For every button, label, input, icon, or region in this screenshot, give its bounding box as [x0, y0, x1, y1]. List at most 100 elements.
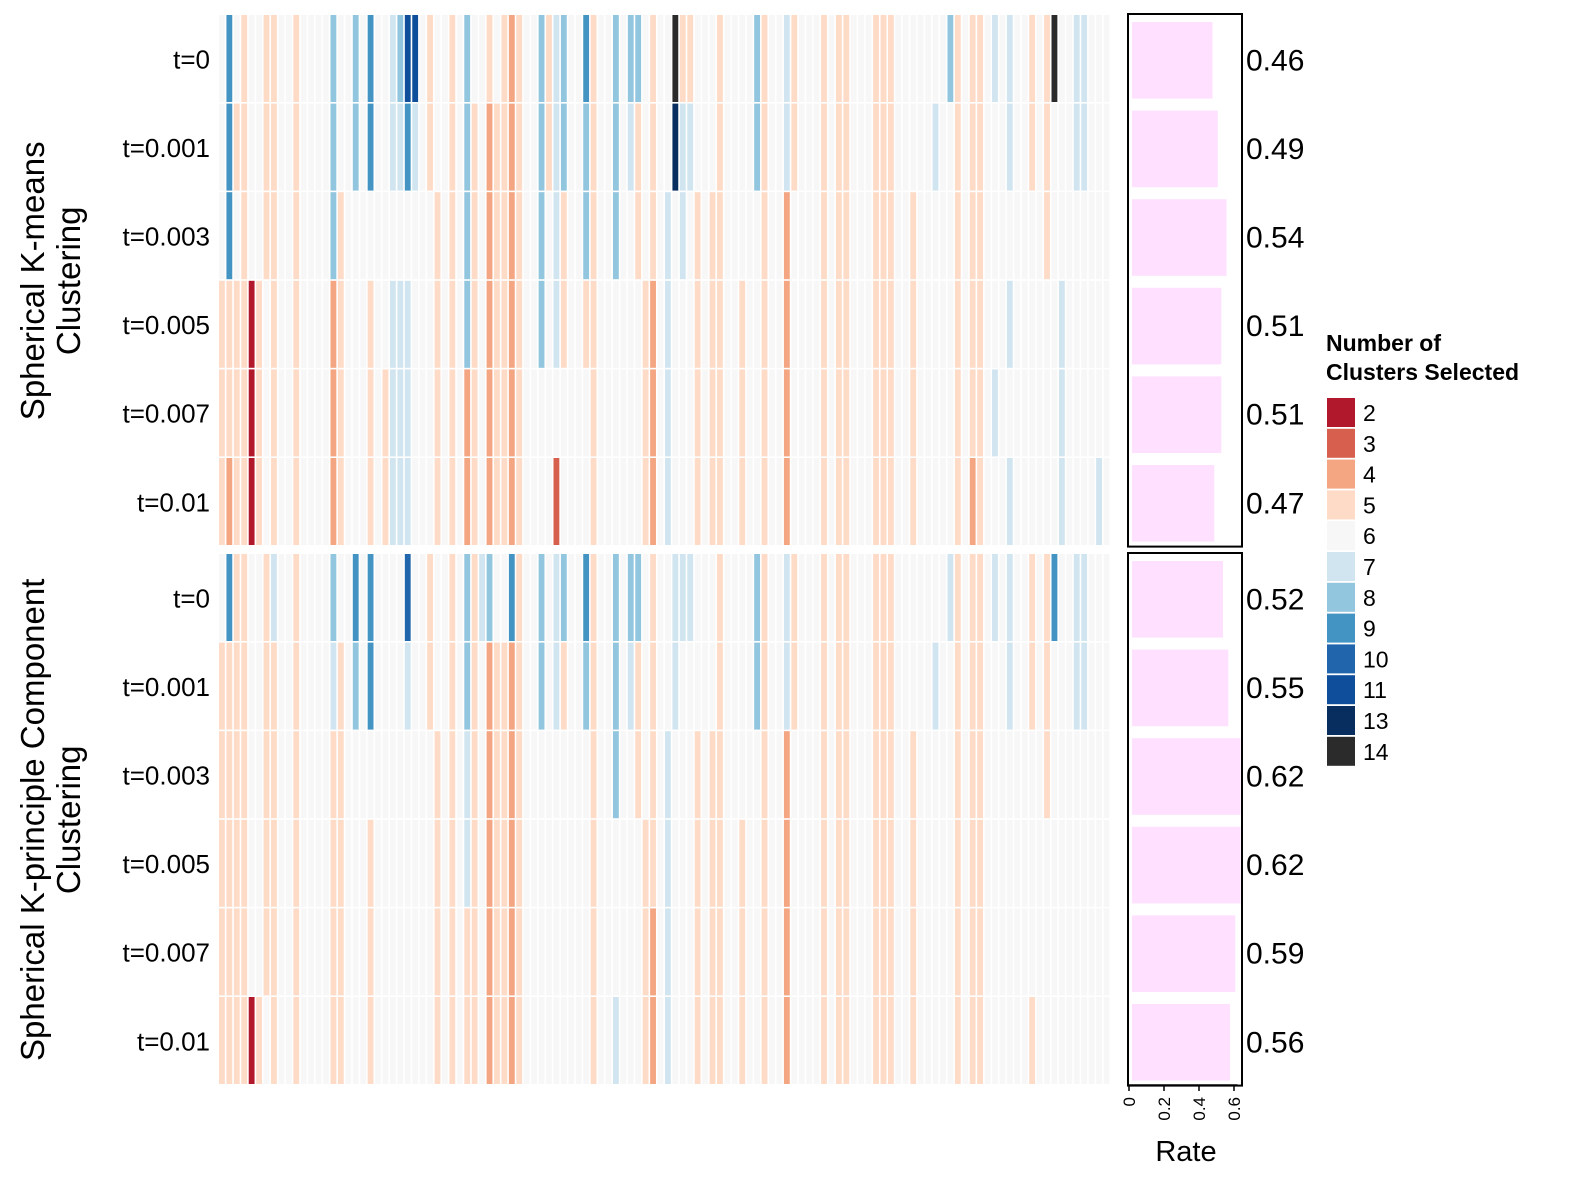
heatmap-cell	[352, 997, 359, 1084]
heatmap-cell	[508, 642, 515, 730]
heatmap-cell	[568, 554, 575, 641]
heatmap-cell	[962, 15, 969, 102]
heatmap-cell	[642, 554, 649, 641]
heatmap-cell	[806, 642, 813, 730]
heatmap-cell	[635, 642, 642, 730]
heatmap-cell	[1081, 642, 1088, 730]
heatmap-cell	[419, 369, 426, 457]
heatmap-cell	[679, 103, 686, 191]
heatmap-cell	[1088, 458, 1095, 545]
heatmap-cell	[1014, 997, 1021, 1084]
heatmap-cell	[330, 997, 337, 1084]
heatmap-cell	[226, 369, 233, 457]
heatmap-cell	[917, 554, 924, 641]
heatmap-cell	[226, 819, 233, 907]
heatmap-cell	[427, 997, 433, 1084]
heatmap-cell	[1021, 15, 1028, 102]
heatmap-cell	[1021, 458, 1028, 545]
heatmap-cell	[731, 997, 738, 1084]
heatmap-cell	[850, 369, 857, 457]
heatmap-cell	[940, 458, 946, 545]
heatmap-cell	[479, 280, 485, 368]
heatmap-cell	[494, 192, 500, 280]
heatmap-cell	[791, 997, 798, 1084]
heatmap-cell	[984, 642, 991, 730]
heatmap-cell	[553, 192, 560, 280]
heatmap-cell	[449, 458, 456, 545]
heatmap-cell	[917, 997, 924, 1084]
heatmap-cell	[449, 642, 456, 730]
heatmap-cell	[538, 908, 545, 996]
heatmap-cell	[248, 731, 255, 819]
heatmap-cell	[471, 642, 478, 730]
heatmap-cell	[940, 192, 946, 280]
heatmap-cell	[813, 731, 820, 819]
heatmap-cell	[1073, 819, 1080, 907]
heatmap-cell	[880, 997, 887, 1084]
heatmap-cell	[382, 103, 389, 191]
heatmap-cell	[516, 192, 523, 280]
heatmap-cell	[464, 103, 471, 191]
heatmap-cell	[888, 369, 894, 457]
heatmap-cell	[627, 280, 634, 368]
heatmap-cell	[1014, 15, 1021, 102]
heatmap-cell	[769, 819, 775, 907]
heatmap-cell	[293, 908, 300, 996]
heatmap-cell	[568, 642, 575, 730]
heatmap-cell	[404, 369, 411, 457]
heatmap-cell	[219, 369, 225, 457]
heatmap-cell	[798, 103, 805, 191]
heatmap-cell	[769, 458, 775, 545]
heatmap-cell	[352, 908, 359, 996]
heatmap-cell	[367, 369, 374, 457]
heatmap-cell	[1021, 997, 1028, 1084]
heatmap-cell	[828, 731, 835, 819]
heatmap-cell	[590, 731, 597, 819]
heatmap-cell	[880, 908, 887, 996]
heatmap-cell	[442, 103, 448, 191]
heatmap-cell	[271, 731, 277, 819]
heatmap-cell	[702, 458, 708, 545]
heatmap-cell	[828, 908, 835, 996]
heatmap-cell	[858, 103, 865, 191]
heatmap-cell	[1029, 280, 1036, 368]
heatmap-cell	[947, 369, 954, 457]
heatmap-cell	[835, 908, 842, 996]
heatmap-cell	[531, 280, 538, 368]
heatmap-cell	[1058, 642, 1065, 730]
heatmap-cell	[635, 280, 642, 368]
heatmap-cell	[925, 192, 931, 280]
heatmap-cell	[337, 458, 344, 545]
heatmap-cell	[828, 280, 835, 368]
heatmap-cell	[583, 554, 590, 641]
heatmap-cell	[315, 103, 322, 191]
heatmap-cell	[427, 15, 433, 102]
heatmap-cell	[479, 369, 485, 457]
heatmap-cell	[895, 731, 902, 819]
heatmap-cell	[1044, 103, 1050, 191]
heatmap-cell	[471, 103, 478, 191]
heatmap-cell	[293, 458, 300, 545]
heatmap-cell	[947, 280, 954, 368]
heatmap-cell	[1021, 554, 1028, 641]
heatmap-cell	[256, 15, 262, 102]
heatmap-cell	[687, 731, 694, 819]
heatmap-cell	[776, 369, 783, 457]
heatmap-cell	[917, 819, 924, 907]
heatmap-cell	[271, 997, 277, 1084]
heatmap-cell	[776, 997, 783, 1084]
heatmap-cell	[769, 642, 775, 730]
heatmap-cell	[888, 819, 894, 907]
heatmap-cell	[360, 642, 367, 730]
heatmap-cell	[419, 15, 426, 102]
heatmap-cell	[858, 369, 865, 457]
heatmap-cell	[612, 280, 619, 368]
heatmap-cell	[449, 819, 456, 907]
heatmap-cell	[456, 280, 463, 368]
heatmap-cell	[969, 192, 976, 280]
heatmap-cell	[902, 280, 909, 368]
heatmap-cell	[367, 15, 374, 102]
rate-value-label: 0.46	[1246, 44, 1304, 77]
heatmap-cell	[434, 458, 441, 545]
heatmap-cell	[404, 280, 411, 368]
